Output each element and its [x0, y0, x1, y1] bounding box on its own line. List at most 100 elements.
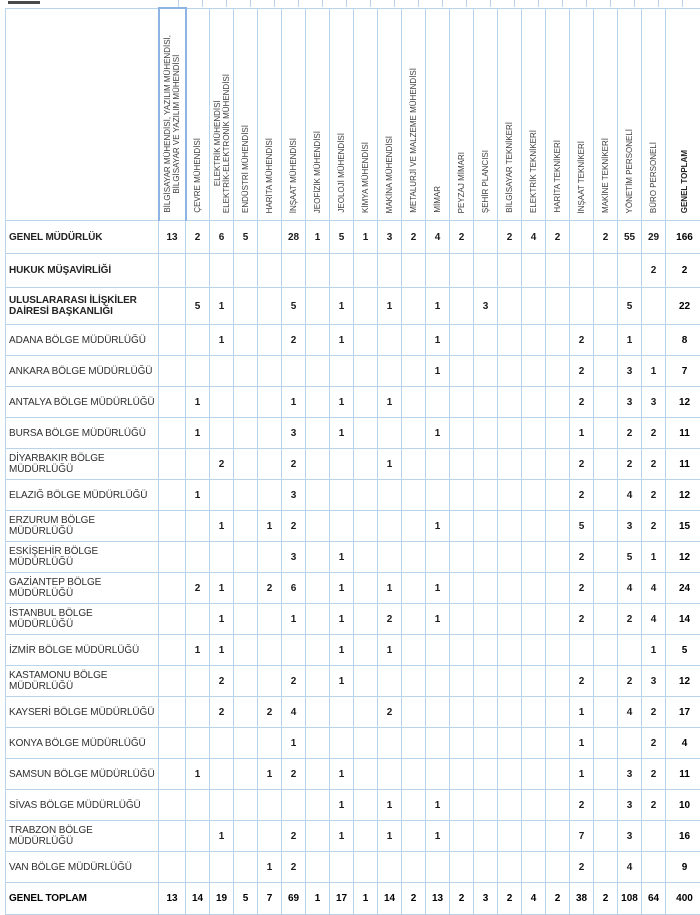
value-cell[interactable]: [594, 254, 618, 288]
column-total-cell[interactable]: 108: [618, 883, 642, 915]
value-cell[interactable]: [210, 759, 234, 790]
value-cell[interactable]: [474, 254, 498, 288]
value-cell[interactable]: 2: [642, 790, 666, 821]
row-total-cell[interactable]: 166: [666, 221, 700, 254]
row-label[interactable]: İZMİR BÖLGE MÜDÜRLÜĞÜ: [6, 635, 159, 666]
value-cell[interactable]: [546, 254, 570, 288]
column-header[interactable]: ELEKTRİK MÜHENDİSİ ELEKTRİK-ELEKTRONİK M…: [210, 8, 234, 221]
column-header[interactable]: KİMYA MÜHENDİSİ: [354, 8, 378, 221]
value-cell[interactable]: [354, 325, 378, 356]
value-cell[interactable]: [186, 325, 210, 356]
value-cell[interactable]: [642, 852, 666, 883]
value-cell[interactable]: 1: [426, 511, 450, 542]
value-cell[interactable]: [450, 254, 474, 288]
row-total-cell[interactable]: 11: [666, 449, 700, 480]
value-cell[interactable]: 4: [618, 573, 642, 604]
value-cell[interactable]: [282, 254, 306, 288]
value-cell[interactable]: 1: [210, 573, 234, 604]
value-cell[interactable]: [522, 573, 546, 604]
value-cell[interactable]: [546, 573, 570, 604]
column-total-cell[interactable]: 2: [450, 883, 474, 915]
row-total-cell[interactable]: 2: [666, 254, 700, 288]
value-cell[interactable]: [159, 635, 186, 666]
column-header[interactable]: MAKİNA MÜHENDİSİ: [378, 8, 402, 221]
value-cell[interactable]: [159, 604, 186, 635]
column-total-cell[interactable]: 2: [594, 883, 618, 915]
column-total-cell[interactable]: 2: [498, 883, 522, 915]
value-cell[interactable]: [402, 254, 426, 288]
value-cell[interactable]: [378, 852, 402, 883]
value-cell[interactable]: [186, 254, 210, 288]
value-cell[interactable]: [402, 604, 426, 635]
row-label[interactable]: ANKARA BÖLGE MÜDÜRLÜĞÜ: [6, 356, 159, 387]
value-cell[interactable]: [159, 511, 186, 542]
value-cell[interactable]: 5: [330, 221, 354, 254]
row-label[interactable]: DİYARBAKIR BÖLGE MÜDÜRLÜĞÜ: [6, 449, 159, 480]
row-label[interactable]: KAYSERİ BÖLGE MÜDÜRLÜĞÜ: [6, 697, 159, 728]
value-cell[interactable]: 28: [282, 221, 306, 254]
row-total-cell[interactable]: 4: [666, 728, 700, 759]
value-cell[interactable]: [402, 759, 426, 790]
value-cell[interactable]: [474, 418, 498, 449]
value-cell[interactable]: [378, 759, 402, 790]
value-cell[interactable]: 2: [258, 573, 282, 604]
value-cell[interactable]: [306, 449, 330, 480]
column-total-cell[interactable]: 13: [426, 883, 450, 915]
value-cell[interactable]: [594, 697, 618, 728]
value-cell[interactable]: 2: [594, 221, 618, 254]
column-header[interactable]: BİLGİSAYAR TEKNİKERİ: [498, 8, 522, 221]
value-cell[interactable]: [330, 728, 354, 759]
value-cell[interactable]: [450, 449, 474, 480]
value-cell[interactable]: [234, 666, 258, 697]
value-cell[interactable]: 1: [354, 221, 378, 254]
column-header[interactable]: ELEKTRİK TEKNİKERİ: [522, 8, 546, 221]
value-cell[interactable]: 1: [378, 635, 402, 666]
value-cell[interactable]: 55: [618, 221, 642, 254]
value-cell[interactable]: [474, 852, 498, 883]
value-cell[interactable]: [642, 821, 666, 852]
value-cell[interactable]: [594, 604, 618, 635]
value-cell[interactable]: 1: [642, 542, 666, 573]
value-cell[interactable]: 2: [570, 387, 594, 418]
value-cell[interactable]: 1: [426, 418, 450, 449]
value-cell[interactable]: [306, 666, 330, 697]
column-header[interactable]: BİLGİSAYAR MÜHENDİSİ, YAZILIM MÜHENDİSİ,…: [159, 8, 186, 221]
value-cell[interactable]: [522, 604, 546, 635]
row-label[interactable]: SAMSUN BÖLGE MÜDÜRLÜĞÜ: [6, 759, 159, 790]
value-cell[interactable]: [258, 666, 282, 697]
value-cell[interactable]: [450, 852, 474, 883]
value-cell[interactable]: 6: [210, 221, 234, 254]
value-cell[interactable]: 29: [642, 221, 666, 254]
value-cell[interactable]: [546, 604, 570, 635]
value-cell[interactable]: [498, 356, 522, 387]
value-cell[interactable]: 2: [570, 573, 594, 604]
value-cell[interactable]: [330, 254, 354, 288]
value-cell[interactable]: 1: [426, 288, 450, 325]
value-cell[interactable]: [426, 254, 450, 288]
value-cell[interactable]: [402, 288, 426, 325]
value-cell[interactable]: [498, 511, 522, 542]
value-cell[interactable]: [186, 790, 210, 821]
value-cell[interactable]: 1: [186, 480, 210, 511]
value-cell[interactable]: 2: [570, 325, 594, 356]
value-cell[interactable]: [402, 635, 426, 666]
value-cell[interactable]: [546, 666, 570, 697]
row-total-cell[interactable]: 12: [666, 480, 700, 511]
row-total-cell[interactable]: 15: [666, 511, 700, 542]
value-cell[interactable]: [159, 288, 186, 325]
value-cell[interactable]: 2: [282, 821, 306, 852]
value-cell[interactable]: [378, 254, 402, 288]
value-cell[interactable]: [594, 511, 618, 542]
value-cell[interactable]: [474, 542, 498, 573]
value-cell[interactable]: [306, 790, 330, 821]
value-cell[interactable]: [498, 480, 522, 511]
row-total-cell[interactable]: 22: [666, 288, 700, 325]
value-cell[interactable]: 4: [426, 221, 450, 254]
value-cell[interactable]: [522, 790, 546, 821]
value-cell[interactable]: [159, 449, 186, 480]
value-cell[interactable]: 1: [642, 635, 666, 666]
value-cell[interactable]: 1: [570, 759, 594, 790]
value-cell[interactable]: 2: [642, 449, 666, 480]
value-cell[interactable]: 6: [282, 573, 306, 604]
value-cell[interactable]: [402, 821, 426, 852]
